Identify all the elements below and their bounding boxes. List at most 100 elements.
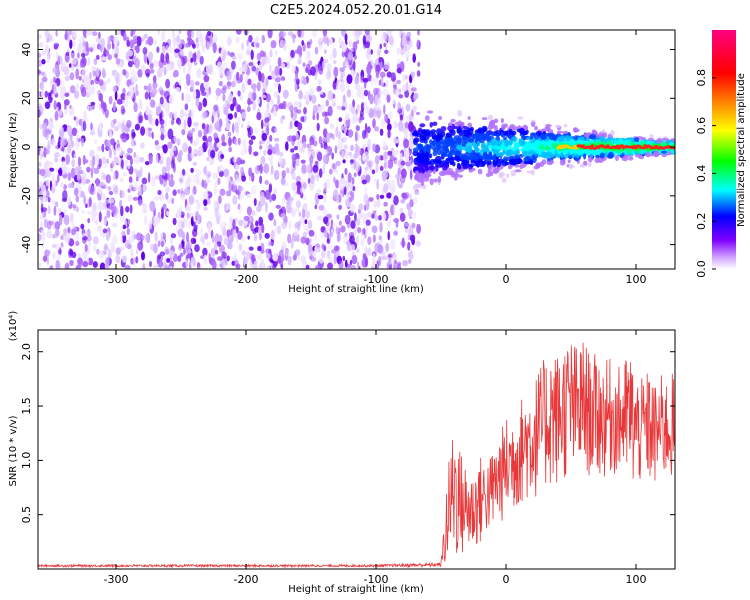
noise-cell (335, 126, 339, 138)
noise-cell (326, 63, 332, 73)
noise-cell (41, 76, 48, 83)
noise-cell (200, 40, 207, 48)
noise-cell (265, 253, 271, 259)
noise-cell (322, 208, 328, 217)
noise-cell (307, 150, 311, 158)
noise-cell (117, 146, 123, 152)
noise-cell (38, 52, 42, 59)
signal-cell (554, 124, 561, 128)
noise-cell (149, 200, 156, 212)
noise-cell (213, 186, 217, 196)
noise-cell (60, 182, 65, 188)
noise-cell (203, 206, 208, 211)
noise-cell (241, 63, 248, 73)
noise-cell (248, 167, 253, 177)
noise-cell (70, 167, 76, 179)
signal-cell (535, 130, 542, 136)
signal-cell (415, 175, 419, 181)
noise-cell (230, 103, 235, 112)
noise-cell (393, 195, 399, 206)
noise-cell (66, 124, 72, 135)
snr-x-tick-label: -300 (104, 573, 129, 586)
noise-cell (211, 235, 215, 244)
noise-cell (77, 52, 80, 59)
signal-cell (526, 141, 531, 146)
noise-cell (55, 259, 60, 269)
signal-cell (535, 163, 541, 167)
signal-cell (413, 137, 420, 143)
noise-cell (382, 89, 389, 96)
noise-cell (264, 189, 271, 200)
noise-cell (142, 183, 147, 192)
signal-cell (578, 136, 585, 140)
noise-cell (326, 244, 333, 250)
noise-cell (213, 202, 218, 209)
noise-cell (46, 254, 50, 266)
noise-cell (260, 249, 265, 254)
noise-cell (173, 135, 177, 143)
noise-cell (343, 136, 348, 143)
noise-cell (336, 214, 340, 220)
signal-cell (424, 115, 430, 121)
noise-cell (64, 30, 68, 41)
noise-cell (187, 68, 191, 74)
noise-cell (165, 45, 170, 54)
noise-cell (69, 72, 75, 81)
noise-cell (336, 79, 340, 84)
noise-cell (370, 49, 373, 55)
noise-cell (316, 112, 320, 121)
signal-cell (463, 133, 469, 137)
noise-cell (285, 167, 290, 174)
noise-cell (336, 194, 340, 204)
noise-cell (273, 90, 279, 99)
noise-cell (318, 168, 323, 178)
noise-cell (247, 100, 254, 105)
noise-cell (199, 32, 205, 38)
noise-cell (107, 54, 112, 61)
noise-cell (379, 194, 385, 199)
noise-cell (352, 99, 355, 108)
noise-cell (312, 104, 318, 114)
signal-cell (498, 158, 504, 164)
noise-cell (95, 67, 100, 78)
noise-cell (277, 255, 282, 264)
noise-cell (379, 43, 383, 50)
noise-cell (135, 256, 139, 264)
noise-cell (144, 53, 148, 64)
noise-cell (258, 216, 264, 226)
noise-cell (409, 234, 416, 242)
signal-cell (547, 129, 554, 135)
noise-cell (398, 88, 402, 93)
noise-cell (201, 91, 207, 97)
noise-cell (184, 93, 190, 104)
noise-cell (321, 60, 326, 69)
noise-cell (282, 115, 285, 120)
noise-cell (212, 172, 219, 180)
noise-cell (274, 82, 280, 87)
signal-cell (445, 133, 452, 138)
noise-cell (169, 111, 174, 119)
noise-cell (54, 157, 59, 163)
noise-cell (114, 53, 118, 59)
noise-cell (246, 193, 252, 198)
noise-cell (214, 206, 219, 217)
noise-cell (89, 71, 92, 80)
noise-cell (79, 190, 85, 198)
noise-cell (336, 105, 342, 110)
noise-cell (113, 36, 119, 46)
noise-cell (407, 241, 411, 251)
noise-cell (44, 129, 51, 134)
signal-cell (543, 141, 547, 149)
noise-cell (361, 179, 367, 185)
noise-cell (107, 78, 111, 83)
noise-cell (373, 177, 377, 183)
noise-cell (83, 34, 87, 39)
noise-cell (338, 179, 344, 191)
noise-cell (274, 127, 278, 133)
signal-cell (500, 118, 504, 124)
noise-cell (333, 245, 340, 251)
noise-cell (316, 122, 320, 132)
noise-cell (183, 119, 187, 130)
noise-cell (63, 99, 70, 106)
noise-cell (291, 172, 296, 178)
